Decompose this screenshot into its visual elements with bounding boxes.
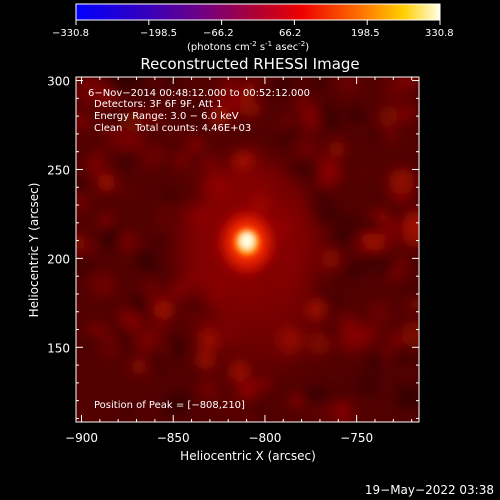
x-tick-label: −750 — [340, 431, 373, 445]
colorbar-tick-label: 198.5 — [351, 28, 380, 39]
heatmap-image — [76, 77, 419, 422]
footer-timestamp: 19−May−2022 03:38 — [365, 483, 494, 497]
colorbar-tick-label: −330.8 — [52, 28, 89, 39]
peak-position-label: Position of Peak = [−808,210] — [94, 400, 245, 411]
y-tick-label: 250 — [47, 163, 70, 177]
colorbar-ticks — [75, 20, 441, 25]
y-tick-label: 300 — [47, 75, 70, 89]
y-tick-label: 200 — [47, 252, 70, 266]
info-time-range: 6−Nov−2014 00:48:12.000 to 00:52:12.000 — [88, 88, 310, 99]
colorbar-tick-label: −66.2 — [203, 28, 234, 39]
colorbar-tick-label: 330.8 — [425, 28, 454, 39]
x-tick-labels: −900 −850 −800 −750 — [65, 431, 373, 445]
y-tick-labels: 150 200 250 300 — [47, 75, 70, 356]
info-detectors: Detectors: 3F 6F 9F, Att 1 — [94, 99, 222, 110]
info-block: 6−Nov−2014 00:48:12.000 to 00:52:12.000 … — [88, 88, 310, 134]
info-energy-range: Energy Range: 3.0 − 6.0 keV — [94, 111, 239, 122]
x-axis-label: Heliocentric X (arcsec) — [180, 449, 316, 463]
colorbar — [75, 3, 441, 21]
chart-title: Reconstructed RHESSI Image — [140, 55, 359, 73]
plot-frame — [75, 76, 420, 423]
axis-ticks — [76, 77, 419, 422]
info-clean-counts: Clean Total counts: 4.46E+03 — [94, 123, 251, 134]
x-tick-label: −800 — [248, 431, 281, 445]
y-tick-label: 150 — [47, 341, 70, 355]
colorbar-tick-label: 66.2 — [279, 28, 301, 39]
x-tick-label: −900 — [65, 431, 98, 445]
colorbar-unit: (photons cm-2 s-1 asec-2) — [187, 40, 309, 53]
x-tick-label: −850 — [157, 431, 190, 445]
colorbar-tick-label: −198.5 — [140, 28, 177, 39]
colorbar-tick-labels: −330.8 −198.5 −66.2 66.2 198.5 330.8 — [52, 28, 454, 39]
y-axis-label: Heliocentric Y (arcsec) — [27, 183, 41, 318]
